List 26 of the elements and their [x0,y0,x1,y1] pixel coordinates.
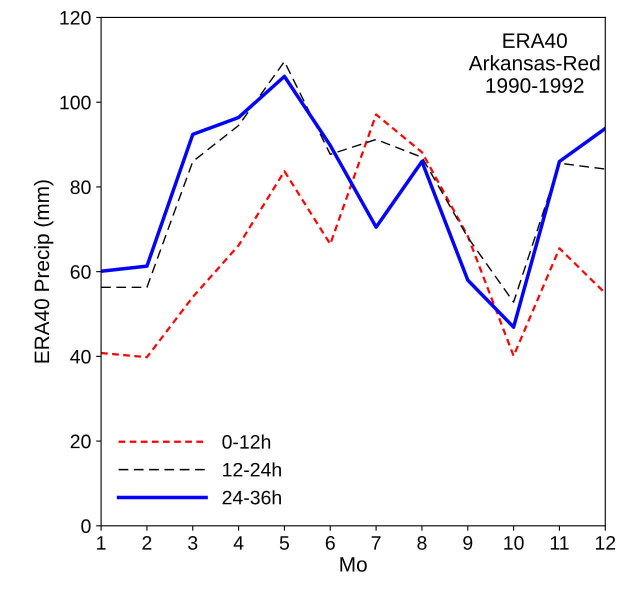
y-tick-label: 60 [70,265,91,279]
annotation: ERA40 Arkansas-Red 1990-1992 [468,33,600,93]
x-tick-label: 6 [326,536,335,550]
y-tick-label: 0 [81,519,91,534]
y-tick-label: 40 [70,350,91,364]
x-tick-label: 12 [596,536,616,550]
y-tick-label: 80 [70,180,91,194]
y-axis-title: ERA40 Precip (mm) [34,180,54,363]
y-tick-label: 100 [60,96,91,110]
x-tick-label: 11 [550,536,569,550]
x-tick-label: 2 [142,536,152,550]
line-series [101,113,606,358]
x-tick-label: 8 [417,536,426,550]
y-tick-label: 120 [60,10,91,25]
legend-label: 0-12h [222,434,270,449]
x-tick-label: 1 [97,536,106,550]
y-tick-label: 20 [70,434,91,448]
legend-label: 12-24h [223,462,281,476]
x-tick-label: 3 [188,536,198,550]
x-tick-label: 5 [280,536,290,550]
x-tick-label: 10 [504,536,524,550]
x-axis-title: Mo [340,557,367,572]
x-tick-label: 7 [372,536,381,550]
x-tick-label: 9 [463,536,472,550]
x-tick-label: 4 [234,536,244,550]
legend-label: 24-36h [222,490,281,504]
